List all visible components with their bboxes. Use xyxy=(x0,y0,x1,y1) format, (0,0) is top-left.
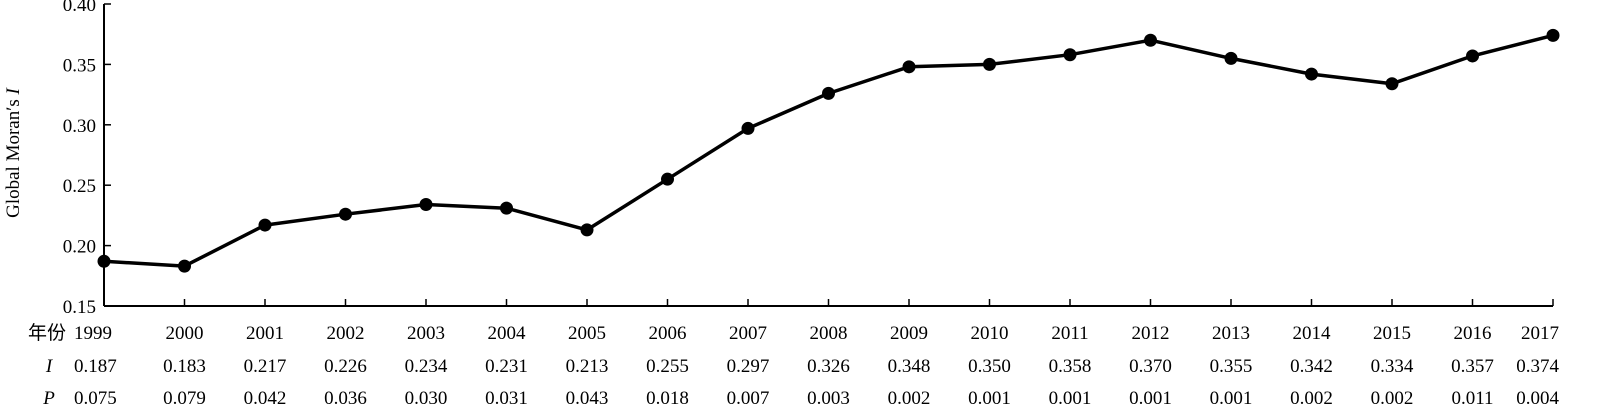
year-label: 2013 xyxy=(1212,323,1250,344)
y-tick-label: 0.15 xyxy=(63,297,96,318)
year-label: 1999 xyxy=(74,323,112,344)
y-tick-label: 0.20 xyxy=(63,237,96,258)
year-label: 2017 xyxy=(1521,323,1559,344)
data-table: 年份 I P 1999 0.187 0.075 2000 0.183 0.079 2001 0… xyxy=(28,322,1560,409)
data-point xyxy=(1144,33,1157,47)
p-value-label: 0.003 xyxy=(807,388,850,409)
p-value-label: 0.043 xyxy=(566,388,609,409)
i-value-label: 0.183 xyxy=(163,356,206,377)
i-value-label: 0.358 xyxy=(1049,356,1092,377)
data-point xyxy=(1063,48,1077,62)
i-value-label: 0.226 xyxy=(324,356,367,377)
data-point xyxy=(1224,51,1238,65)
p-value-label: 0.018 xyxy=(646,388,689,409)
p-value-label: 0.042 xyxy=(244,388,287,409)
year-label: 2005 xyxy=(568,323,606,344)
p-value-label: 0.001 xyxy=(1210,388,1253,409)
y-axis-label-italic: I xyxy=(3,86,24,95)
data-point xyxy=(983,57,996,71)
year-label: 2003 xyxy=(407,323,445,344)
i-value-label: 0.348 xyxy=(888,356,931,377)
i-value-label: 0.187 xyxy=(74,356,117,377)
data-point xyxy=(178,259,191,273)
i-value-label: 0.255 xyxy=(646,356,689,377)
series-line xyxy=(103,33,1554,268)
y-tick-label: 0.30 xyxy=(63,116,96,137)
i-value-label: 0.374 xyxy=(1516,356,1559,377)
year-label: 2014 xyxy=(1293,323,1332,344)
p-value-label: 0.001 xyxy=(968,388,1011,409)
p-value-label: 0.036 xyxy=(324,388,367,409)
year-label: 2000 xyxy=(166,323,204,344)
p-value-label: 0.001 xyxy=(1129,388,1172,409)
p-value-label: 0.002 xyxy=(888,388,931,409)
year-label: 2006 xyxy=(649,323,687,344)
year-label: 2002 xyxy=(327,323,365,344)
y-ticks: 0.15 0.20 0.25 0.30 0.35 0.40 xyxy=(63,0,111,318)
i-value-label: 0.217 xyxy=(244,356,287,377)
data-point xyxy=(1466,49,1479,63)
y-tick-label: 0.25 xyxy=(63,176,96,197)
p-value-label: 0.011 xyxy=(1451,388,1493,409)
year-label: 2007 xyxy=(729,323,767,344)
i-value-label: 0.231 xyxy=(485,356,528,377)
year-label: 2011 xyxy=(1051,323,1088,344)
data-point xyxy=(258,218,272,232)
data-point xyxy=(822,86,835,100)
i-value-label: 0.357 xyxy=(1451,356,1494,377)
axes xyxy=(103,4,1554,307)
year-row-header: 年份 xyxy=(28,322,66,344)
i-value-label: 0.350 xyxy=(968,356,1011,377)
i-value-label: 0.342 xyxy=(1290,356,1333,377)
p-value-label: 0.031 xyxy=(485,388,528,409)
data-point xyxy=(1305,67,1318,81)
i-value-label: 0.297 xyxy=(727,356,770,377)
p-value-label: 0.002 xyxy=(1371,388,1414,409)
series-markers xyxy=(97,28,1560,273)
y-axis-label-main: Global Moran′s xyxy=(3,94,24,217)
year-label: 2004 xyxy=(488,323,527,344)
data-point xyxy=(419,198,433,212)
data-point xyxy=(500,201,513,215)
p-value-label: 0.002 xyxy=(1290,388,1333,409)
year-label: 2012 xyxy=(1132,323,1170,344)
i-value-label: 0.213 xyxy=(566,356,609,377)
year-label: 2001 xyxy=(246,323,284,344)
p-row-header: P xyxy=(42,388,55,409)
data-point xyxy=(580,223,594,237)
y-axis-label: Global Moran′s I xyxy=(3,86,24,217)
year-label: 2008 xyxy=(810,323,848,344)
y-tick-label: 0.35 xyxy=(63,55,96,76)
data-point xyxy=(741,121,755,135)
p-value-label: 0.075 xyxy=(74,388,117,409)
data-point xyxy=(902,60,916,74)
moran-i-line xyxy=(103,33,1554,268)
y-tick-label: 0.40 xyxy=(63,0,96,16)
i-value-label: 0.334 xyxy=(1371,356,1414,377)
data-point xyxy=(1546,28,1560,42)
i-row-header: I xyxy=(45,356,54,377)
p-value-label: 0.030 xyxy=(405,388,448,409)
i-value-label: 0.326 xyxy=(807,356,850,377)
year-label: 2010 xyxy=(971,323,1009,344)
year-label: 2015 xyxy=(1373,323,1411,344)
year-label: 2016 xyxy=(1454,323,1492,344)
data-point xyxy=(661,172,674,186)
i-value-label: 0.355 xyxy=(1210,356,1253,377)
data-point xyxy=(97,254,111,268)
i-value-label: 0.234 xyxy=(405,356,448,377)
y-axis-title: Global Moran′s I xyxy=(3,86,24,217)
data-point xyxy=(339,207,352,221)
p-value-label: 0.079 xyxy=(163,388,206,409)
year-label: 2009 xyxy=(890,323,928,344)
p-value-label: 0.007 xyxy=(727,388,770,409)
i-value-label: 0.370 xyxy=(1129,356,1172,377)
p-value-label: 0.004 xyxy=(1516,388,1559,409)
data-point xyxy=(1385,77,1399,91)
p-value-label: 0.001 xyxy=(1049,388,1092,409)
